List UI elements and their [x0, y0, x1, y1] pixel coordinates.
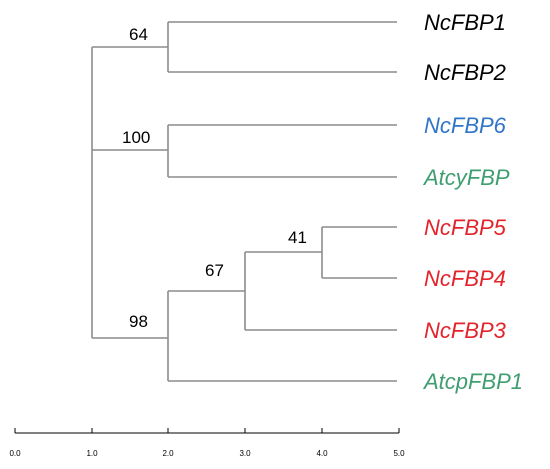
- tree-branches: [91, 21, 397, 382]
- leaf-label-atcyfbp: AtcyFBP: [422, 165, 510, 190]
- leaf-label-ncfbp2: NcFBP2: [424, 60, 506, 85]
- axis-tick-label-5: 5.0: [393, 449, 405, 458]
- axis-tick-label-0: 0.0: [9, 449, 21, 458]
- axis-tick-label-4: 4.0: [316, 449, 328, 458]
- leaf-label-ncfbp3: NcFBP3: [424, 318, 507, 343]
- axis-tick-label-3: 3.0: [239, 449, 251, 458]
- scale-axis: 0.0 1.0 2.0 3.0 4.0 5.0: [9, 428, 405, 458]
- bootstrap-value-clade-e: 41: [288, 228, 307, 247]
- leaf-label-atcpfbp1: AtcpFBP1: [422, 369, 523, 394]
- bootstrap-value-clade-b: 100: [122, 128, 150, 147]
- axis-tick-label-2: 2.0: [162, 449, 174, 458]
- bootstrap-value-clade-a: 64: [129, 25, 148, 44]
- leaf-label-ncfbp4: NcFBP4: [424, 266, 506, 291]
- bootstrap-labels: 64 100 98 67 41: [122, 25, 307, 331]
- axis-tick-label-1: 1.0: [86, 449, 98, 458]
- leaf-label-ncfbp6: NcFBP6: [424, 113, 507, 138]
- bootstrap-value-clade-c: 98: [129, 312, 148, 331]
- bootstrap-value-clade-d: 67: [205, 261, 224, 280]
- leaf-label-ncfbp1: NcFBP1: [424, 10, 506, 35]
- leaf-labels: NcFBP1 NcFBP2 NcFBP6 AtcyFBP NcFBP5 NcFB…: [422, 10, 523, 394]
- leaf-label-ncfbp5: NcFBP5: [424, 215, 507, 240]
